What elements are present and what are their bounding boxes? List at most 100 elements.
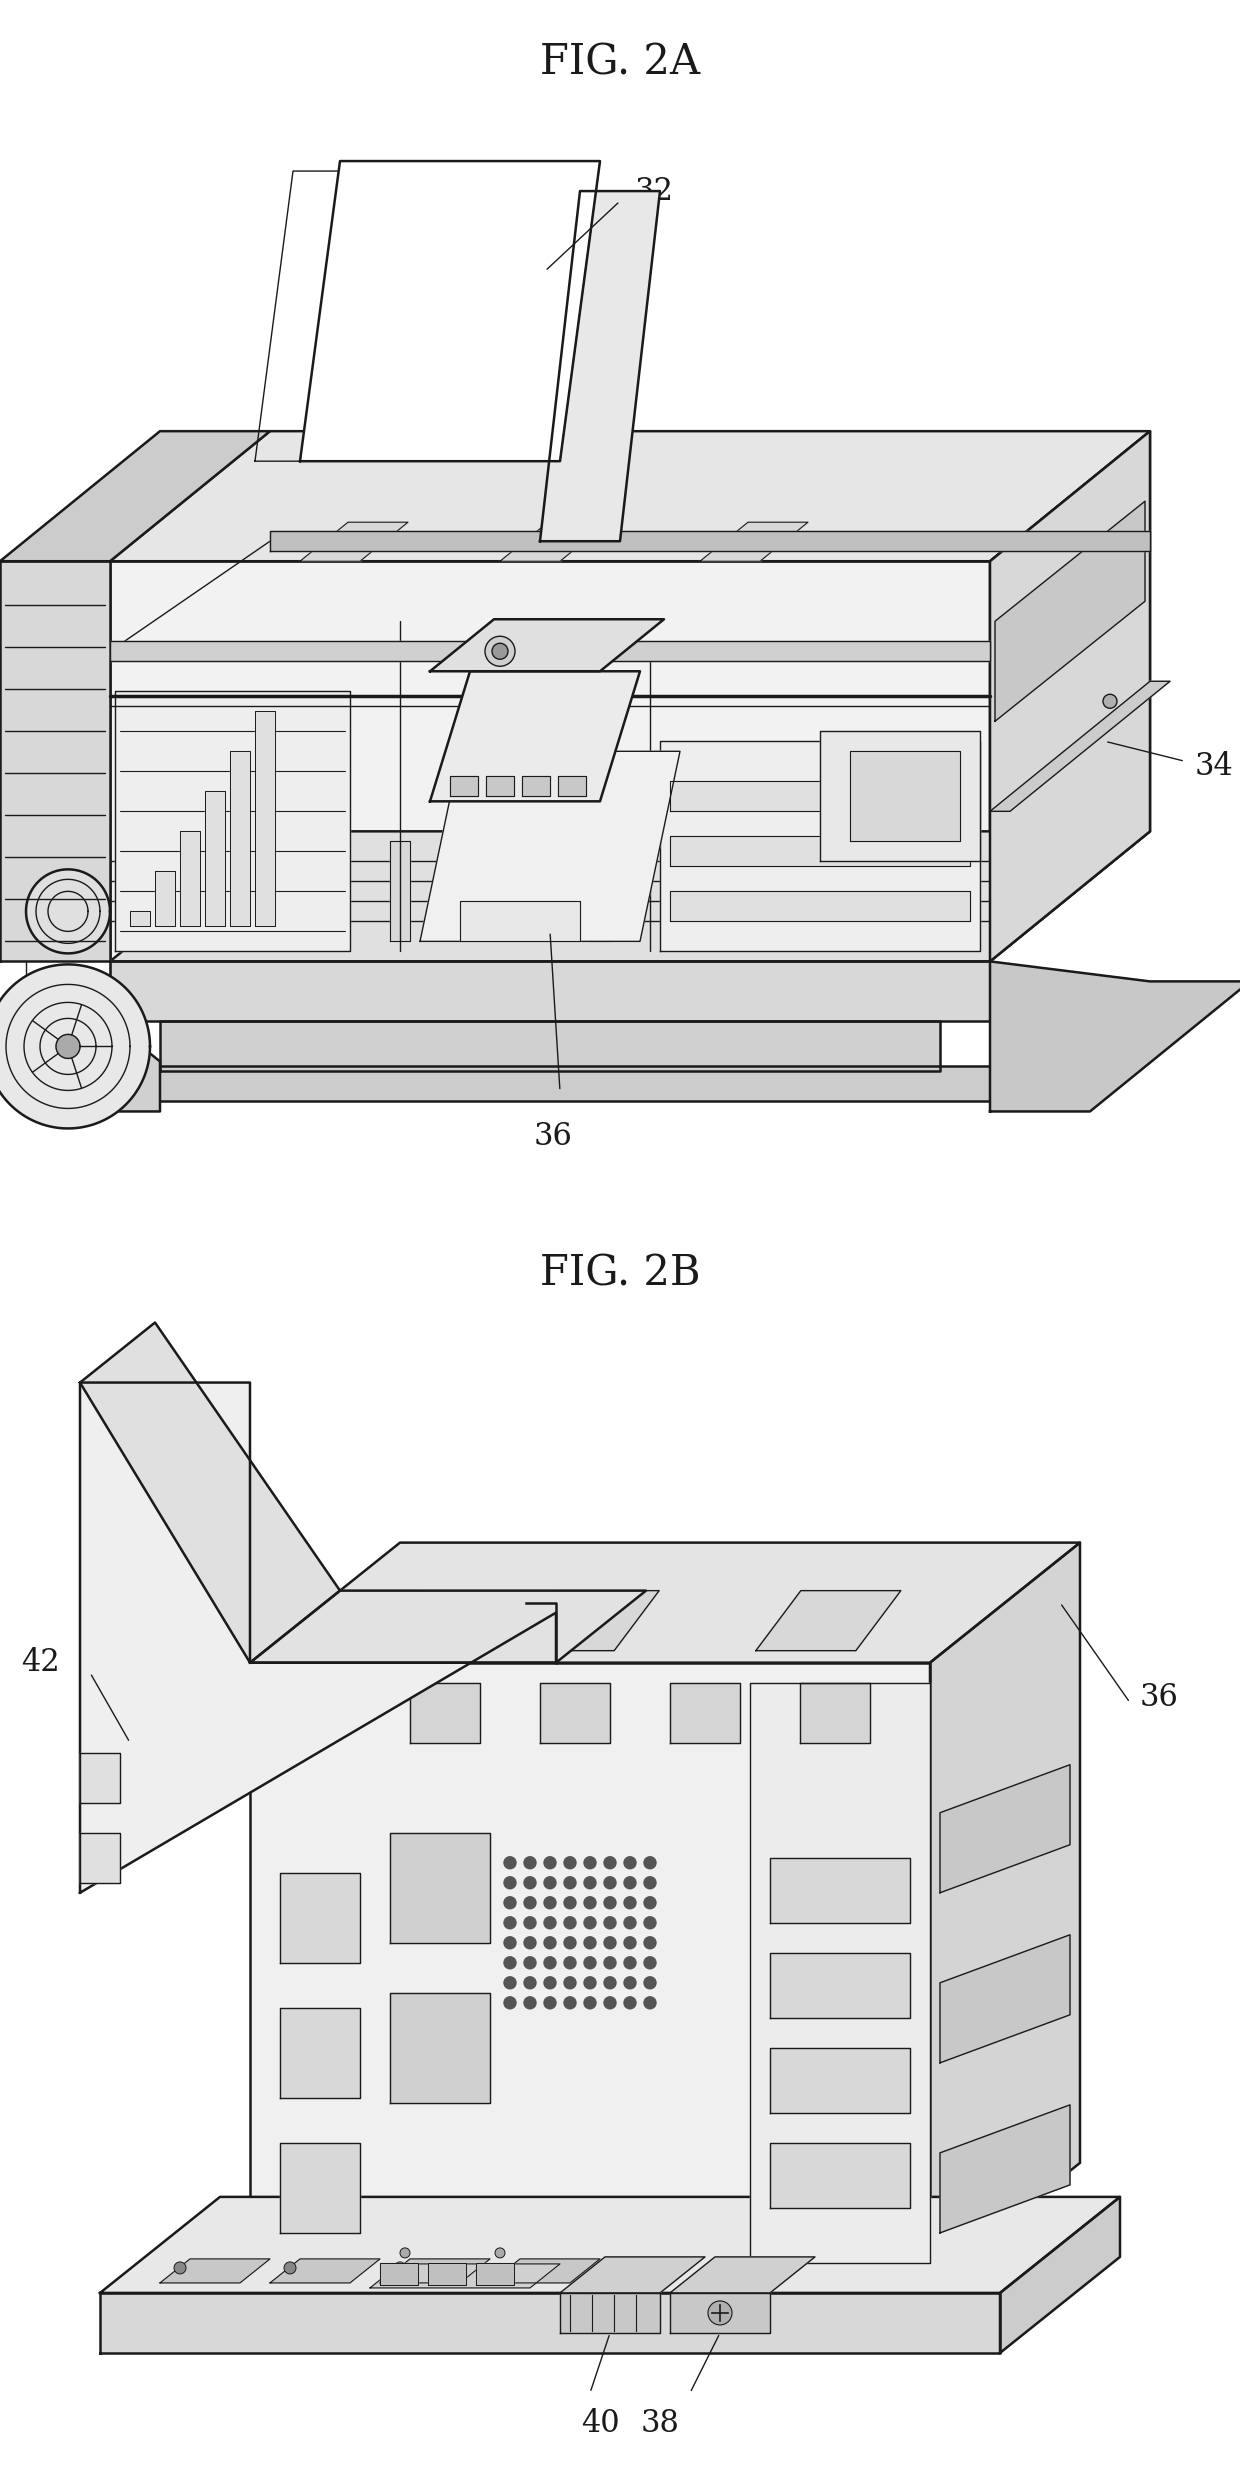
Polygon shape	[229, 752, 250, 926]
Circle shape	[544, 1996, 556, 2009]
Polygon shape	[115, 690, 350, 951]
Polygon shape	[670, 1683, 740, 1743]
Circle shape	[564, 1976, 577, 1989]
Circle shape	[503, 1917, 516, 1929]
Circle shape	[644, 1877, 656, 1890]
Circle shape	[503, 1957, 516, 1969]
Polygon shape	[994, 502, 1145, 720]
Polygon shape	[110, 561, 990, 961]
Circle shape	[174, 2262, 186, 2274]
Circle shape	[503, 1937, 516, 1949]
Polygon shape	[940, 1934, 1070, 2063]
Polygon shape	[430, 618, 663, 670]
Polygon shape	[420, 752, 680, 941]
Polygon shape	[280, 1872, 360, 1962]
Polygon shape	[280, 2143, 360, 2232]
Polygon shape	[280, 2009, 360, 2098]
Circle shape	[584, 1996, 596, 2009]
Circle shape	[624, 1957, 636, 1969]
Circle shape	[544, 1857, 556, 1870]
Polygon shape	[391, 1994, 490, 2103]
Polygon shape	[130, 911, 150, 926]
Polygon shape	[60, 1021, 160, 1112]
Polygon shape	[486, 777, 515, 797]
Circle shape	[624, 1917, 636, 1929]
Circle shape	[544, 1937, 556, 1949]
Circle shape	[525, 1877, 536, 1890]
Polygon shape	[701, 521, 808, 561]
Circle shape	[503, 1996, 516, 2009]
Polygon shape	[110, 961, 990, 1021]
Circle shape	[394, 2262, 405, 2274]
Circle shape	[544, 1897, 556, 1909]
Circle shape	[495, 2247, 505, 2257]
Circle shape	[644, 1937, 656, 1949]
Polygon shape	[81, 1753, 120, 1803]
Circle shape	[503, 1897, 516, 1909]
Circle shape	[564, 1917, 577, 1929]
Polygon shape	[56, 1035, 81, 1058]
Circle shape	[624, 1877, 636, 1890]
Polygon shape	[273, 1592, 418, 1651]
Circle shape	[525, 1857, 536, 1870]
Polygon shape	[990, 680, 1171, 812]
Polygon shape	[820, 732, 980, 862]
Polygon shape	[110, 432, 1149, 561]
Polygon shape	[522, 777, 551, 797]
Polygon shape	[81, 1323, 340, 1664]
Circle shape	[624, 1937, 636, 1949]
Polygon shape	[370, 2264, 560, 2287]
Circle shape	[503, 1877, 516, 1890]
Circle shape	[644, 1897, 656, 1909]
Polygon shape	[670, 782, 970, 812]
Circle shape	[544, 1957, 556, 1969]
Circle shape	[564, 1877, 577, 1890]
Polygon shape	[205, 792, 224, 926]
Polygon shape	[428, 2262, 466, 2284]
Circle shape	[644, 1857, 656, 1870]
Polygon shape	[940, 2106, 1070, 2232]
Circle shape	[503, 1976, 516, 1989]
Circle shape	[624, 1897, 636, 1909]
Circle shape	[564, 1957, 577, 1969]
Circle shape	[584, 1897, 596, 1909]
Polygon shape	[539, 191, 660, 541]
Polygon shape	[300, 161, 600, 462]
Polygon shape	[250, 1592, 646, 1664]
Circle shape	[624, 1996, 636, 2009]
Polygon shape	[790, 842, 810, 941]
Polygon shape	[999, 2197, 1120, 2354]
Polygon shape	[81, 1383, 556, 1892]
Circle shape	[584, 1937, 596, 1949]
Circle shape	[544, 1917, 556, 1929]
Polygon shape	[849, 752, 960, 842]
Polygon shape	[670, 837, 970, 867]
Circle shape	[525, 1937, 536, 1949]
Circle shape	[604, 1917, 616, 1929]
Polygon shape	[930, 1542, 1080, 2282]
Polygon shape	[770, 2048, 910, 2113]
Polygon shape	[110, 1065, 990, 1102]
Circle shape	[604, 1957, 616, 1969]
Circle shape	[564, 1937, 577, 1949]
Polygon shape	[379, 2262, 418, 2284]
Circle shape	[525, 1957, 536, 1969]
Polygon shape	[250, 1664, 930, 2282]
Polygon shape	[670, 891, 970, 921]
Circle shape	[644, 1957, 656, 1969]
Polygon shape	[670, 2257, 815, 2292]
Polygon shape	[100, 2197, 1120, 2292]
Circle shape	[492, 643, 508, 660]
Polygon shape	[270, 2260, 379, 2282]
Polygon shape	[300, 521, 408, 561]
Circle shape	[584, 1976, 596, 1989]
Polygon shape	[590, 842, 610, 941]
Polygon shape	[800, 1683, 870, 1743]
Circle shape	[624, 1857, 636, 1870]
Circle shape	[544, 1877, 556, 1890]
Text: 34: 34	[1195, 750, 1234, 782]
Polygon shape	[0, 561, 110, 961]
Polygon shape	[250, 1542, 1080, 1664]
Circle shape	[525, 1996, 536, 2009]
Text: 36: 36	[1140, 1681, 1179, 1713]
